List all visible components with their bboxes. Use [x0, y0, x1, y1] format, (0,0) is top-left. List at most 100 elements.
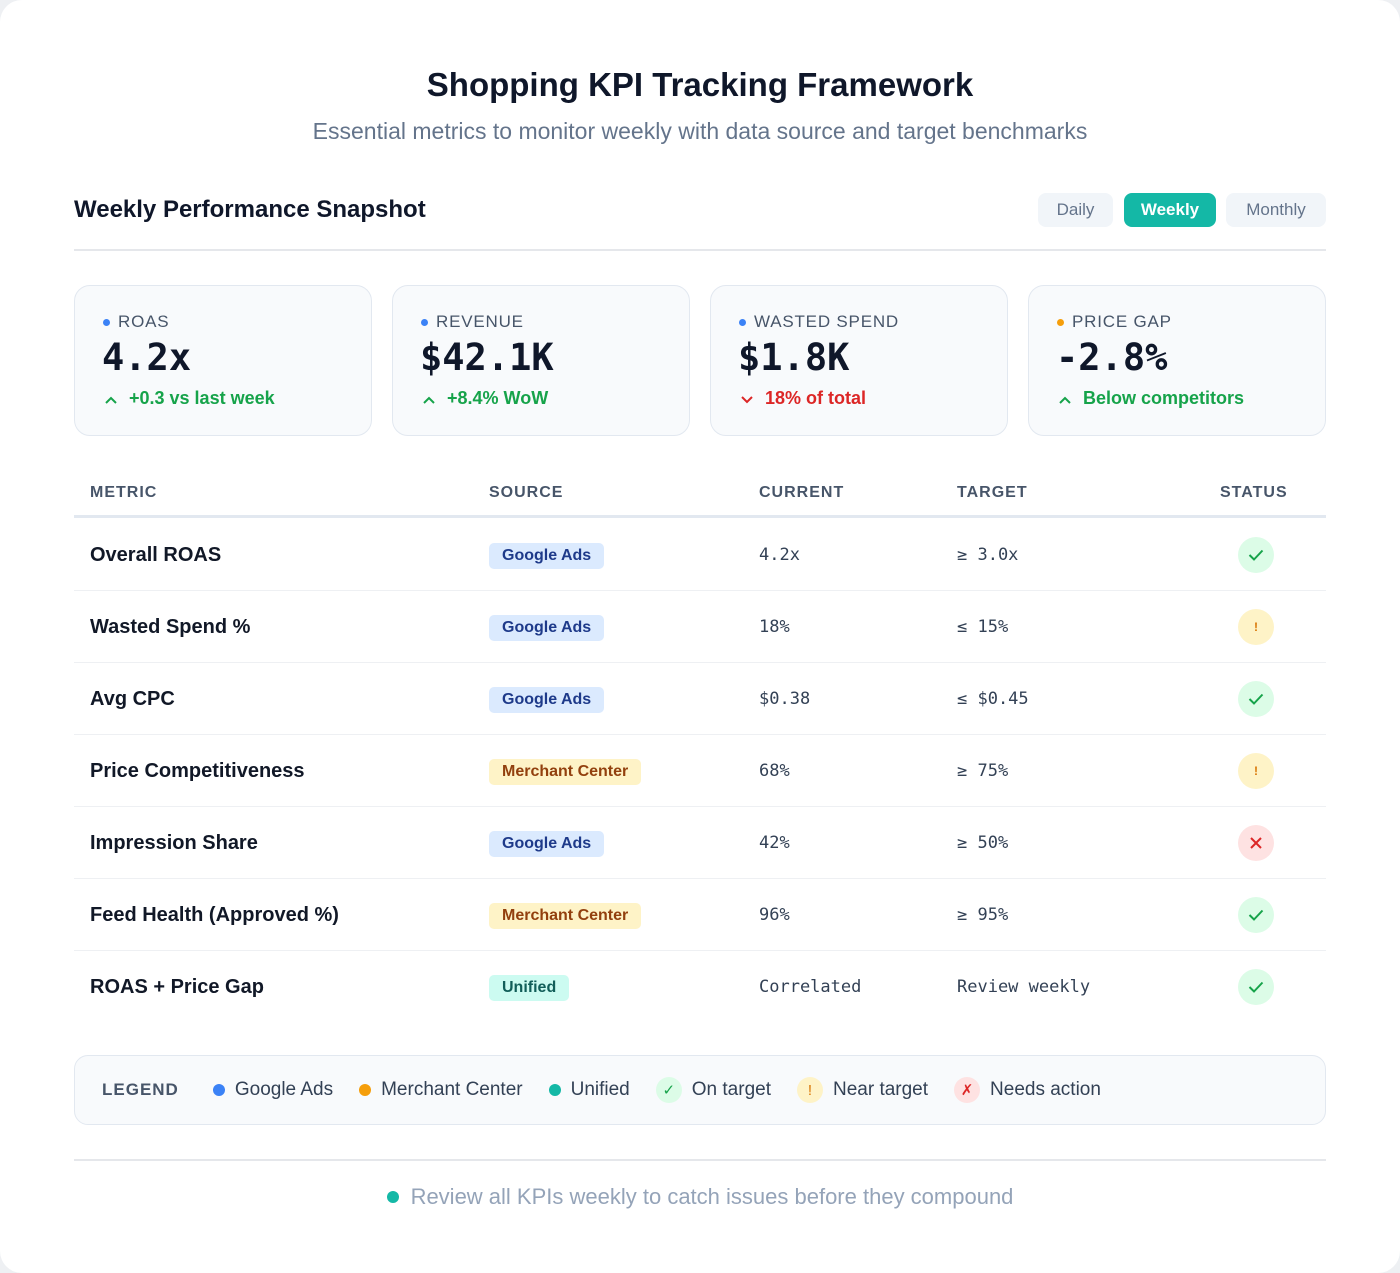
- kpi-label-text: ROAS: [118, 312, 170, 331]
- target-value: ≤ 15%: [957, 617, 1009, 637]
- legend-label: Merchant Center: [381, 1079, 523, 1100]
- footer-note: Review all KPIs weekly to catch issues b…: [0, 1184, 1400, 1210]
- kpi-card-roas: ROAS 4.2x +0.3 vs last week: [74, 285, 372, 436]
- table-row: Impression Share Google Ads 42% ≥ 50%: [74, 807, 1326, 879]
- table-row: ROAS + Price Gap Unified Correlated Review …: [74, 951, 1326, 1023]
- col-header-source: SOURCE: [489, 484, 564, 501]
- legend-item: Merchant Center: [359, 1079, 523, 1101]
- legend-exclamation-icon: !: [796, 1077, 823, 1103]
- kpi-label: WASTED SPEND: [739, 312, 899, 332]
- kpi-label: REVENUE: [421, 312, 524, 332]
- status-exclamation-icon: !: [1238, 753, 1274, 789]
- status-check-icon: [1238, 897, 1274, 933]
- col-header-current: CURRENT: [759, 484, 845, 501]
- col-header-metric: METRIC: [90, 484, 158, 501]
- legend-label: Unified: [570, 1079, 630, 1100]
- divider: [74, 1159, 1326, 1161]
- status-dot-icon: [421, 318, 428, 326]
- legend-item: Unified: [548, 1079, 630, 1101]
- kpi-delta: 18% of total: [741, 388, 866, 409]
- source-badge: Unified: [489, 975, 570, 1001]
- status-check-icon: [1238, 681, 1274, 717]
- legend-title: LEGEND: [102, 1080, 179, 1099]
- kpi-label-text: WASTED SPEND: [754, 312, 899, 331]
- legend-x-icon: ✗: [954, 1077, 981, 1103]
- toggle-weekly[interactable]: Weekly: [1124, 193, 1216, 227]
- chevron-up-icon: [105, 391, 119, 407]
- snapshot-title: Weekly Performance Snapshot: [74, 196, 426, 223]
- current-value: 68%: [759, 761, 790, 781]
- col-header-target: TARGET: [957, 484, 1028, 501]
- divider: [74, 249, 1326, 251]
- metric-name: Price Competitiveness: [90, 759, 305, 782]
- metric-name: Impression Share: [90, 831, 258, 854]
- legend-dot-icon: [212, 1084, 225, 1096]
- chevron-up-icon: [1059, 391, 1073, 407]
- kpi-value: $1.8K: [738, 336, 850, 379]
- col-header-status: STATUS: [1220, 484, 1288, 501]
- legend-dot-icon: [359, 1084, 372, 1096]
- legend-item: Google Ads: [212, 1079, 333, 1101]
- page-subtitle: Essential metrics to monitor weekly with…: [312, 118, 1088, 144]
- target-value: ≥ 95%: [957, 905, 1009, 925]
- page-title: Shopping KPI Tracking Framework: [426, 66, 974, 103]
- table-row: Avg CPC Google Ads $0.38 ≤ $0.45: [74, 663, 1326, 735]
- target-value: ≥ 75%: [957, 761, 1009, 781]
- table-row: Price Competitiveness Merchant Center 68% ≥…: [74, 735, 1326, 807]
- kpi-delta: Below competitors: [1059, 388, 1244, 409]
- status-exclamation-icon: !: [1238, 609, 1274, 645]
- toggle-monthly[interactable]: Monthly: [1226, 193, 1326, 227]
- metric-name: Feed Health (Approved %): [90, 903, 339, 926]
- kpi-card-revenue: REVENUE $42.1K +8.4% WoW: [392, 285, 690, 436]
- kpi-delta-text: +8.4% WoW: [447, 388, 549, 408]
- kpi-delta: +8.4% WoW: [423, 388, 548, 409]
- kpi-card-price-gap: PRICE GAP -2.8% Below competitors: [1028, 285, 1326, 436]
- target-value: ≤ $0.45: [957, 689, 1029, 709]
- metric-name: Overall ROAS: [90, 543, 222, 566]
- legend-item: ✓ On target: [655, 1077, 771, 1103]
- current-value: Correlated: [759, 977, 862, 997]
- kpi-card-wasted-spend: WASTED SPEND $1.8K 18% of total: [710, 285, 1008, 436]
- status-dot-icon: [103, 318, 110, 326]
- legend-items: Google Ads Merchant Center Unified ✓ On targ…: [212, 1077, 1127, 1103]
- kpi-label-text: PRICE GAP: [1072, 312, 1172, 331]
- source-badge: Google Ads: [489, 687, 605, 713]
- kpi-label: ROAS: [103, 312, 169, 332]
- teal-dot-icon: [386, 1191, 399, 1203]
- legend-item: ! Near target: [796, 1077, 929, 1103]
- legend-dot-icon: [548, 1084, 561, 1096]
- current-value: $0.38: [759, 689, 811, 709]
- kpi-label: PRICE GAP: [1057, 312, 1172, 332]
- kpi-value: $42.1K: [420, 336, 554, 379]
- kpi-value: -2.8%: [1056, 336, 1168, 379]
- status-x-icon: [1238, 825, 1274, 861]
- legend-label: Needs action: [990, 1079, 1101, 1100]
- toggle-daily[interactable]: Daily: [1038, 193, 1113, 227]
- kpi-label-text: REVENUE: [436, 312, 524, 331]
- target-value: ≥ 50%: [957, 833, 1009, 853]
- source-badge: Google Ads: [489, 615, 605, 641]
- metric-name: ROAS + Price Gap: [90, 975, 264, 998]
- legend-item: ✗ Needs action: [954, 1077, 1101, 1103]
- table-row: Wasted Spend % Google Ads 18% ≤ 15%!: [74, 591, 1326, 663]
- kpi-value: 4.2x: [102, 336, 192, 379]
- kpi-delta: +0.3 vs last week: [105, 388, 275, 409]
- source-badge: Merchant Center: [489, 759, 642, 785]
- target-value: Review weekly: [957, 977, 1091, 997]
- kpi-delta-text: Below competitors: [1083, 388, 1245, 408]
- status-check-icon: [1238, 537, 1274, 573]
- current-value: 4.2x: [759, 545, 800, 565]
- source-badge: Google Ads: [489, 543, 605, 569]
- status-dot-icon: [739, 318, 746, 326]
- status-dot-icon: [1057, 318, 1064, 326]
- source-badge: Google Ads: [489, 831, 605, 857]
- current-value: 42%: [759, 833, 790, 853]
- table-row: Feed Health (Approved %) Merchant Center 9…: [74, 879, 1326, 951]
- legend: LEGEND Google Ads Merchant Center Unified ✓…: [74, 1055, 1326, 1125]
- metric-name: Avg CPC: [90, 687, 175, 710]
- legend-check-icon: ✓: [655, 1077, 682, 1103]
- legend-label: Near target: [832, 1079, 929, 1100]
- chevron-down-icon: [741, 391, 755, 407]
- kpi-delta-text: 18% of total: [765, 388, 867, 408]
